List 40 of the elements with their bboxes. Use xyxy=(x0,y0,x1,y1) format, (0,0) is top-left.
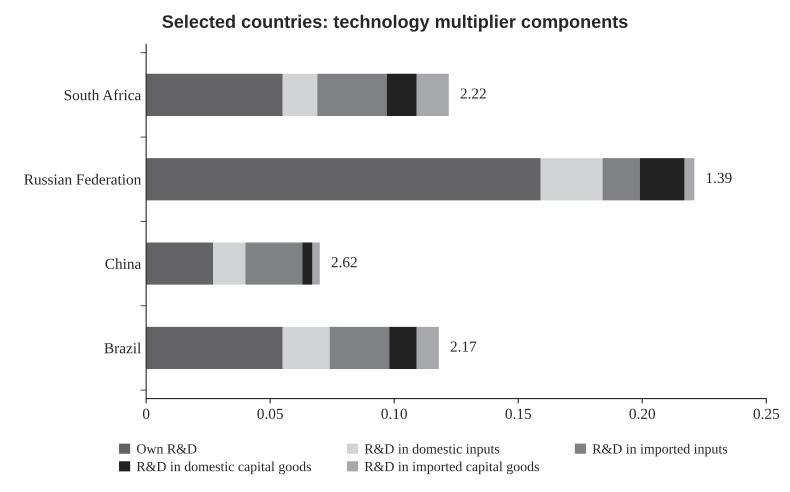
bar xyxy=(416,326,439,369)
annotation: 2.22 xyxy=(460,88,486,99)
x-tick-label: 0.25 xyxy=(754,408,780,420)
bar xyxy=(389,326,417,369)
annotation: 2.62 xyxy=(332,257,357,268)
x-tick-label: 0 xyxy=(142,408,150,419)
bar xyxy=(684,158,694,200)
bar xyxy=(602,158,640,200)
bar xyxy=(146,158,541,200)
legend-label: R&D in domestic capital goods xyxy=(136,462,312,474)
bar xyxy=(146,74,283,116)
x-tick-label: 0.10 xyxy=(381,408,407,420)
x-tick-label: 0.15 xyxy=(505,408,532,420)
bar xyxy=(282,74,318,116)
legend-label: R&D in domestic inputs xyxy=(364,444,500,456)
bar xyxy=(640,158,684,200)
legend-label: R&D in imported capital goods xyxy=(364,462,539,474)
legend-label: R&D in imported inputs xyxy=(592,444,728,456)
bar xyxy=(146,326,283,369)
bar xyxy=(330,326,390,369)
bar xyxy=(540,158,603,200)
y-tick-label: Russian Federation xyxy=(24,174,142,185)
x-tick-label: 0.20 xyxy=(629,408,656,420)
bar xyxy=(416,74,449,116)
chart-title: Selected countries: technology multiplier components xyxy=(162,14,628,32)
bar xyxy=(213,242,246,285)
bar xyxy=(245,242,302,285)
y-tick-label: Brazil xyxy=(104,342,141,354)
bar xyxy=(282,326,330,369)
y-tick-label: China xyxy=(105,258,142,270)
bar xyxy=(312,242,320,285)
x-tick-label: 0.05 xyxy=(257,408,283,420)
bar xyxy=(302,242,312,285)
annotation: 1.39 xyxy=(706,172,732,184)
bar xyxy=(146,242,214,285)
y-tick-label: South Africa xyxy=(64,89,142,100)
bar xyxy=(317,74,387,116)
annotation: 2.17 xyxy=(450,341,476,352)
bar xyxy=(386,74,417,116)
legend-label: Own R&D xyxy=(136,444,196,454)
